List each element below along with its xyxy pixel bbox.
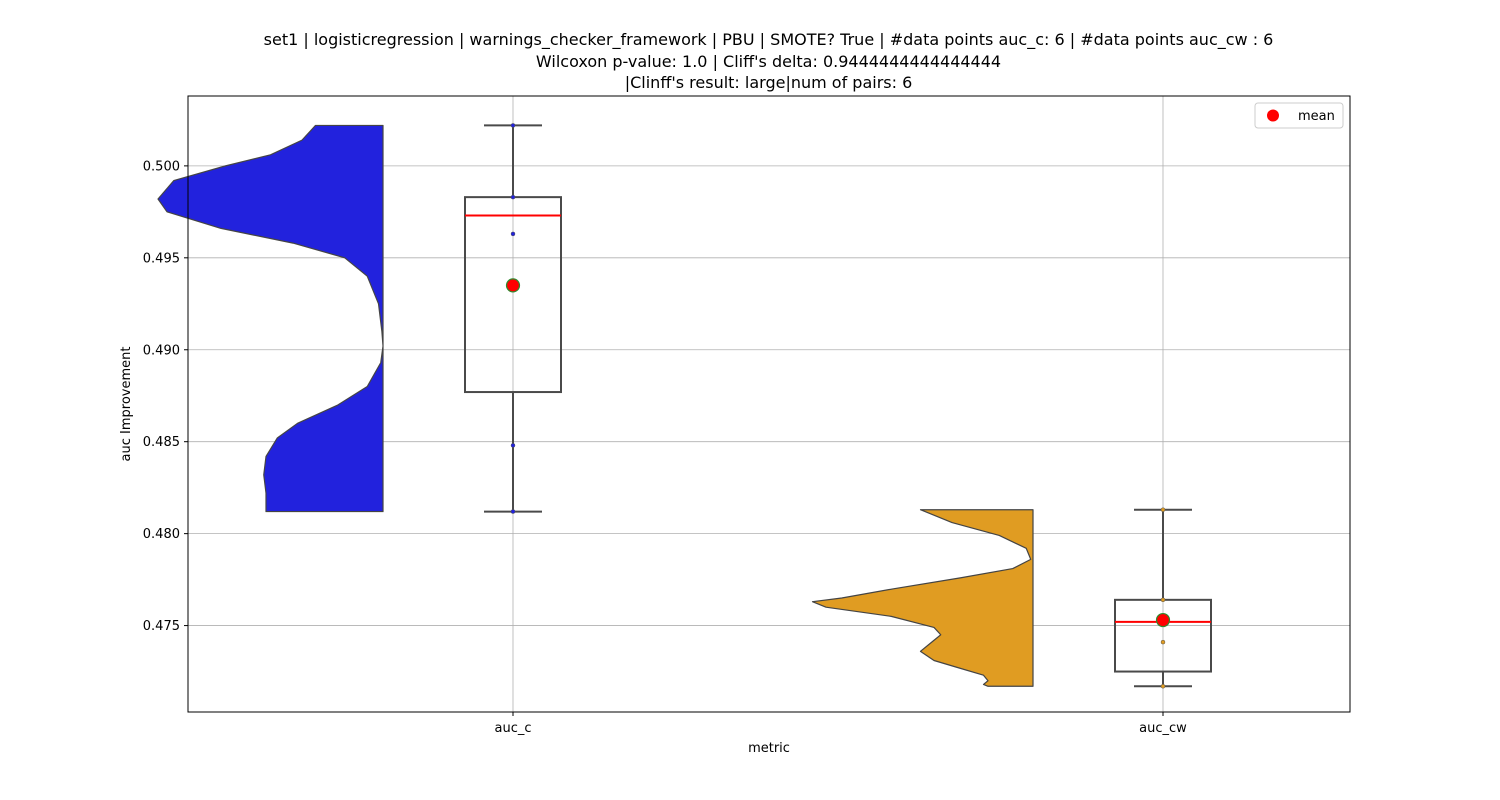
y-tick-label: 0.475 <box>143 619 180 634</box>
data-point-auc_c <box>510 194 516 200</box>
legend-mean-label: mean <box>1298 109 1335 124</box>
mean-marker-auc_cw <box>1155 612 1171 628</box>
x-tick-label: auc_cw <box>1139 721 1187 736</box>
y-axis-label: auc Improvement <box>119 347 134 462</box>
y-tick-label: 0.485 <box>143 435 180 450</box>
y-tick-label: 0.495 <box>143 251 180 266</box>
chart-title-line-2: Wilcoxon p-value: 1.0 | Cliff's delta: 0… <box>535 52 1002 71</box>
legend: mean <box>1254 102 1344 129</box>
data-point-auc_cw <box>1160 597 1166 603</box>
data-point-auc_c <box>510 443 516 448</box>
y-tick-label: 0.490 <box>143 343 180 358</box>
chart-title-line-3: |Clinff's result: large|num of pairs: 6 <box>624 73 913 92</box>
violin-auc_c <box>157 124 384 513</box>
data-point-auc_c <box>510 231 516 237</box>
legend-box <box>1254 102 1344 129</box>
data-point-auc_cw <box>1160 507 1166 512</box>
data-point-auc_c <box>510 123 516 128</box>
violin-auc_cw <box>811 509 1034 687</box>
y-tick-label: 0.480 <box>143 527 180 542</box>
chart-title-line-1: set1 | logisticregression | warnings_che… <box>263 30 1274 49</box>
tick-layer: 0.480 0.485 0.490 0.495 0.500 0.475 auc_c auc_c… <box>143 159 1187 736</box>
data-point-auc_cw <box>1160 684 1166 689</box>
legend-mean-marker <box>1267 109 1279 122</box>
mean-marker-auc_c <box>505 278 521 293</box>
violin-layer <box>157 124 1034 687</box>
y-tick-label: 0.500 <box>143 159 180 174</box>
x-axis-label: metric <box>748 741 790 756</box>
data-point-auc_cw <box>1160 639 1166 645</box>
x-tick-label: auc_c <box>494 721 531 736</box>
box-layer <box>464 123 1212 689</box>
data-point-auc_c <box>510 509 516 514</box>
plot-frame <box>187 95 1351 713</box>
